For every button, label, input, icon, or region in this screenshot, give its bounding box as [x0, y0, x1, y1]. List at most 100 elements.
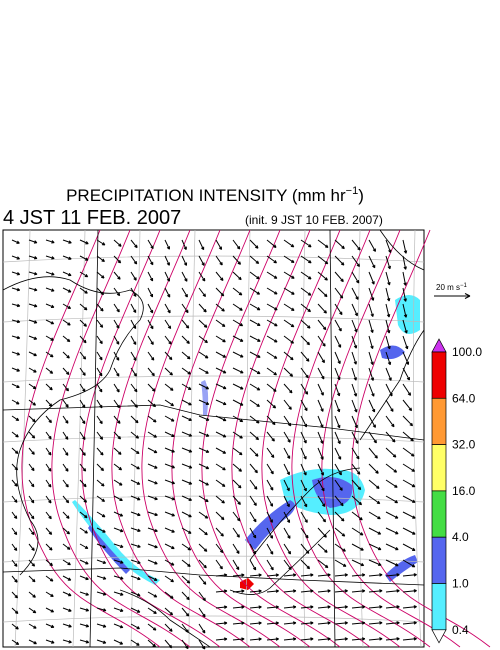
wind-arrow — [351, 447, 360, 460]
wind-arrow — [28, 287, 38, 292]
wind-arrow — [181, 303, 189, 314]
wind-arrow — [334, 447, 342, 460]
wind-arrow — [300, 559, 311, 570]
grid-line — [2, 435, 425, 443]
wind-arrow — [113, 495, 123, 502]
wind-arrow — [11, 287, 21, 292]
wind-arrow — [334, 287, 344, 299]
wind-arrow — [283, 573, 297, 577]
wind-arrow — [198, 495, 209, 503]
wind-arrow — [45, 623, 55, 629]
wind-arrow — [232, 637, 245, 641]
grid-line — [302, 229, 306, 648]
wind-arrow — [334, 367, 341, 381]
wind-arrow — [198, 591, 206, 602]
wind-arrow — [130, 319, 137, 330]
wind-arrow — [351, 255, 360, 268]
wind-arrow — [215, 367, 227, 374]
wind-arrow — [249, 637, 262, 641]
wind-arrow — [28, 463, 35, 472]
wind-arrow — [79, 591, 89, 596]
wind-arrow — [198, 463, 210, 470]
wind-arrow — [198, 527, 208, 536]
wind-arrow — [96, 367, 103, 377]
wind-arrow — [164, 495, 176, 501]
wind-arrow — [334, 431, 341, 445]
wind-arrow — [96, 495, 106, 502]
wind-arrow — [317, 573, 331, 577]
wind-arrow — [96, 303, 104, 312]
wind-arrow — [130, 351, 137, 361]
wind-arrow — [181, 543, 192, 551]
wind-arrow — [317, 351, 325, 364]
wind-arrow — [334, 543, 346, 552]
wind-arrow — [334, 605, 348, 609]
wind-arrow — [334, 399, 341, 413]
wind-arrow — [130, 287, 137, 297]
wind-arrow — [249, 495, 257, 507]
wind-arrow — [62, 495, 70, 504]
wind-arrow — [45, 415, 52, 424]
wind-arrow — [300, 479, 307, 492]
wind-arrow — [283, 319, 295, 328]
wind-arrow — [147, 239, 154, 250]
wind-arrow — [351, 543, 364, 551]
wind-arrow — [113, 335, 120, 345]
grid-line — [2, 495, 425, 503]
wind-arrow — [249, 527, 257, 539]
isobar — [171, 229, 311, 648]
wind-arrow — [368, 511, 381, 520]
wind-arrow — [62, 399, 69, 408]
wind-arrow — [62, 415, 69, 424]
wind-arrow — [368, 399, 376, 413]
wind-arrow — [402, 621, 417, 625]
wind-arrow — [334, 383, 341, 397]
wind-arrow — [300, 287, 312, 296]
wind-arrow — [147, 575, 158, 581]
vector-reference-label: 20 m s−1 — [436, 283, 468, 292]
wind-arrow — [385, 479, 398, 488]
wind-arrow — [164, 591, 174, 599]
wind-arrow — [62, 271, 72, 277]
wind-arrow — [45, 319, 55, 325]
wind-arrow — [283, 239, 295, 248]
wind-arrow — [215, 527, 224, 537]
wind-arrow — [11, 543, 18, 552]
wind-arrow — [130, 639, 140, 646]
wind-arrow — [45, 255, 55, 260]
wind-arrow — [45, 239, 55, 244]
wind-arrow — [181, 527, 192, 534]
wind-arrow — [113, 447, 122, 455]
colorbar-segment — [431, 490, 447, 538]
isobar — [261, 229, 401, 648]
wind-arrow — [11, 575, 18, 583]
wind-arrow — [232, 255, 242, 265]
wind-arrow — [232, 431, 243, 439]
precip-area — [380, 345, 405, 360]
wind-arrow — [28, 431, 36, 439]
wind-arrow — [283, 637, 297, 641]
wind-arrow — [130, 607, 141, 613]
wind-arrow — [351, 605, 366, 609]
wind-arrow — [402, 479, 416, 488]
wind-arrow — [147, 559, 158, 565]
boundaries — [2, 229, 425, 648]
wind-arrow — [385, 351, 392, 366]
wind-arrow — [62, 255, 72, 260]
isobar — [51, 229, 191, 648]
wind-arrow — [147, 639, 156, 648]
wind-arrow — [232, 447, 243, 456]
wind-arrow — [402, 335, 409, 350]
grid-line — [2, 255, 425, 263]
wind-arrow — [130, 399, 138, 408]
wind-arrow — [113, 527, 124, 533]
wind-arrow — [28, 399, 36, 406]
wind-arrow — [45, 479, 52, 488]
wind-arrow — [130, 415, 139, 424]
wind-arrow — [147, 607, 157, 615]
wind-arrow — [147, 319, 154, 330]
wind-arrow — [11, 271, 21, 276]
wind-arrow — [198, 319, 208, 328]
wind-arrow — [402, 605, 417, 609]
colorbar: 100.0 64.0 32.0 16.0 4.0 1.0 0.4 — [431, 338, 482, 644]
